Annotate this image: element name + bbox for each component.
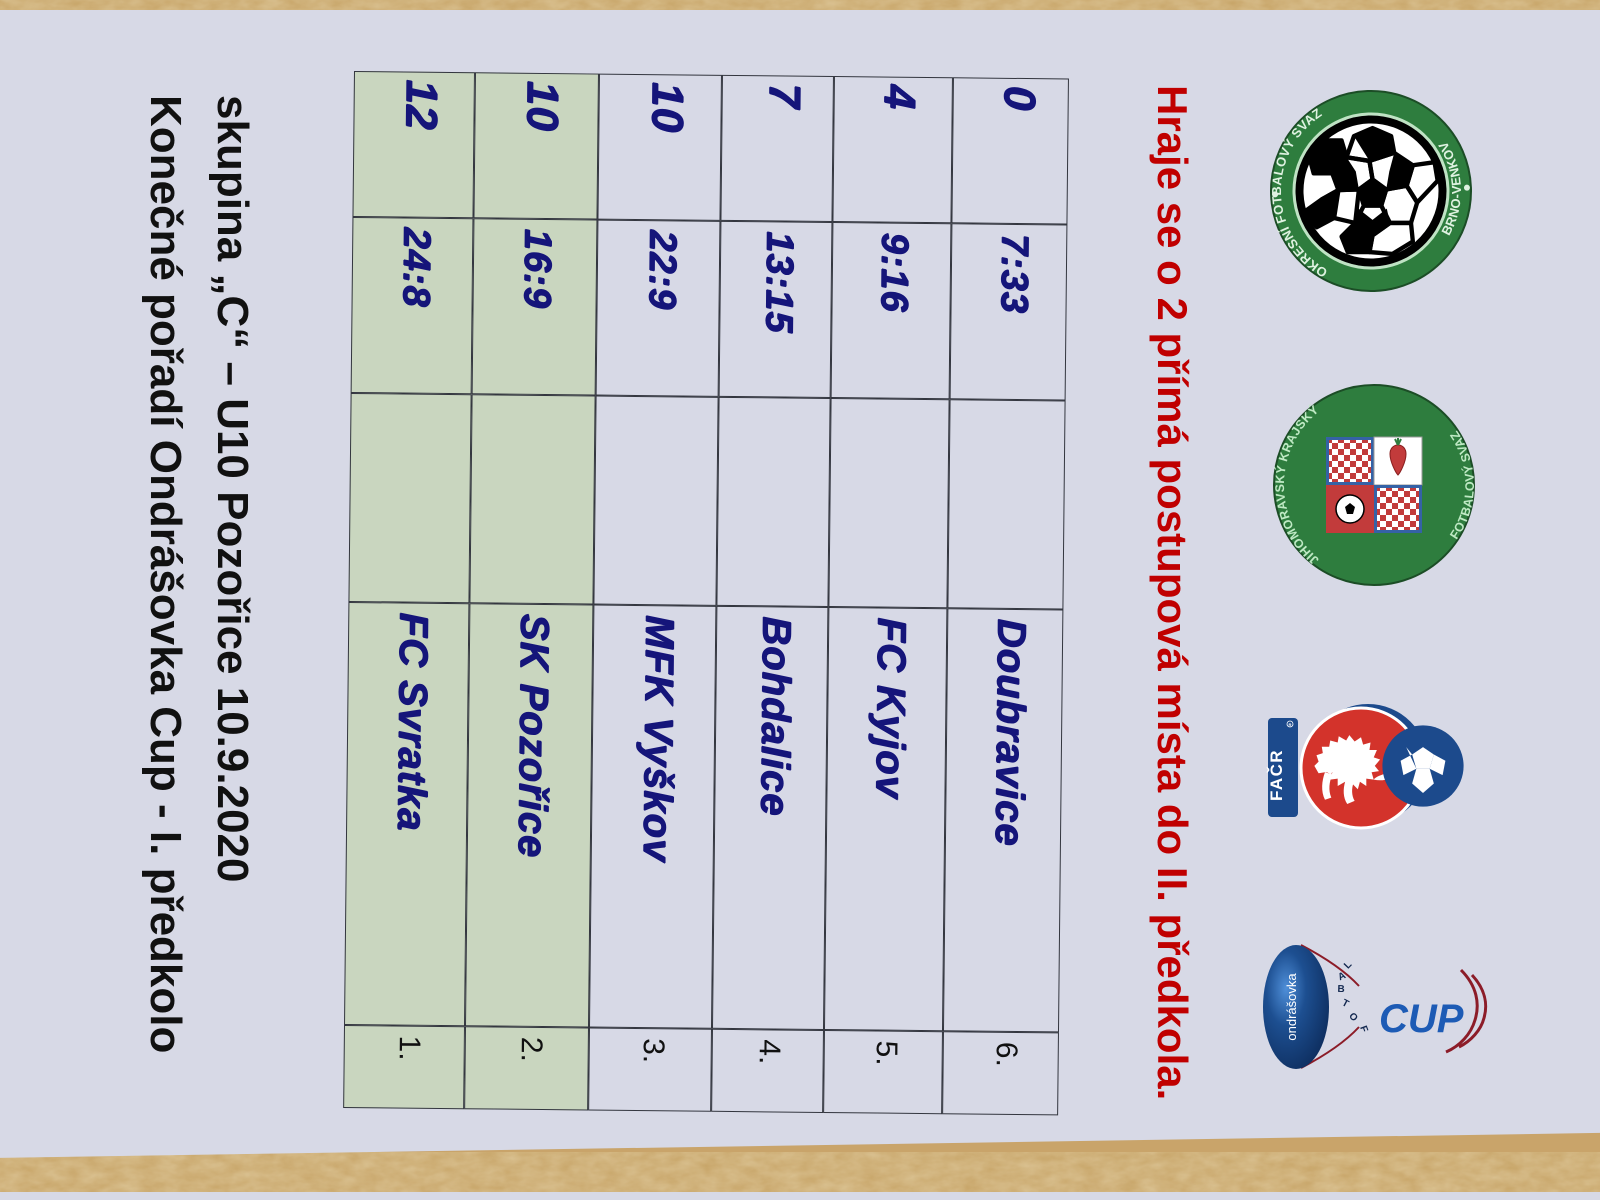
svg-text:O: O: [1346, 1011, 1360, 1024]
svg-text:CUP: CUP: [1379, 997, 1464, 1041]
svg-text:ondrášovka: ondrášovka: [1284, 973, 1299, 1041]
svg-text:FAČR: FAČR: [1267, 749, 1286, 801]
svg-text:R: R: [1288, 722, 1291, 727]
svg-text:L: L: [1342, 959, 1354, 971]
svg-text:F: F: [1357, 1024, 1369, 1034]
svg-text:B: B: [1337, 984, 1345, 995]
svg-text:T: T: [1340, 998, 1351, 1011]
svg-text:A: A: [1336, 970, 1347, 983]
